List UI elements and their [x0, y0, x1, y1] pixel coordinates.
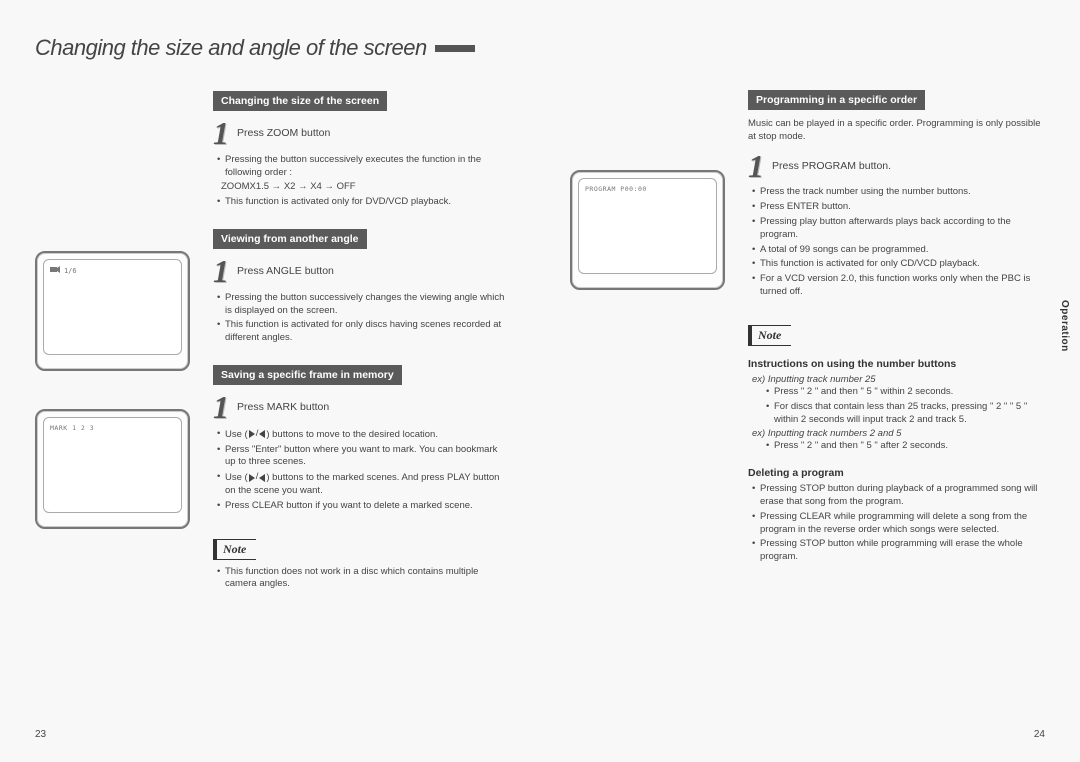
bullet-list: Use (/) buttons to move to the desired l…: [213, 428, 510, 513]
section-programming: Programming in a specific order Music ca…: [748, 90, 1045, 299]
list-item: For a VCD version 2.0, this function wor…: [752, 273, 1045, 299]
list-item: Pressing the button successively execute…: [217, 154, 510, 180]
section-viewing-angle: Viewing from another angle 1 Press ANGLE…: [213, 229, 510, 345]
list-item: Pressing CLEAR while programming will de…: [752, 511, 1045, 537]
left-columns: 1/6 MARK 1 2 3 Changing the size of the …: [35, 91, 510, 605]
text-part: Use (: [225, 429, 248, 440]
list-item: Pressing STOP button during playback of …: [752, 483, 1045, 509]
right-columns: PROGRAM P00:00 Programming in a specific…: [570, 90, 1045, 584]
list-item: This function is activated for only CD/V…: [752, 258, 1045, 271]
heading-deleting: Deleting a program: [748, 467, 1045, 479]
list-item: Pressing play button afterwards plays ba…: [752, 216, 1045, 242]
step-row: 1 Press PROGRAM button.: [748, 152, 1045, 181]
illustration-column: 1/6 MARK 1 2 3: [35, 91, 195, 605]
main-title-text: Changing the size and angle of the scree…: [35, 35, 427, 61]
tv-mark-label: MARK 1 2 3: [50, 424, 94, 432]
list-item: A total of 99 songs can be programmed.: [752, 244, 1045, 257]
text-part: ) buttons to the marked scenes. And pres…: [225, 472, 499, 496]
title-bar-decoration: [435, 45, 475, 52]
section-saving-frame: Saving a specific frame in memory 1 Pres…: [213, 365, 510, 513]
list-item: Use (/) buttons to move to the desired l…: [217, 428, 510, 442]
note-box: Note: [213, 539, 256, 560]
list-item: Press " 2 " and then " 5 " after 2 secon…: [766, 440, 1045, 453]
zoom-sequence: ZOOMX1.5 → X2 → X4 → OFF: [213, 181, 510, 194]
step-number-1: 1: [748, 152, 764, 181]
bullet-list: This function does not work in a disc wh…: [213, 566, 510, 592]
note-section: Note This function does not work in a di…: [213, 533, 510, 592]
heading-changing-size: Changing the size of the screen: [213, 91, 387, 111]
tv-inner: MARK 1 2 3: [43, 417, 182, 513]
bullet-list: Pressing the button successively changes…: [213, 292, 510, 345]
step-number-1: 1: [213, 119, 229, 148]
step-text: Press PROGRAM button.: [772, 152, 891, 172]
section-deleting-program: Deleting a program Pressing STOP button …: [748, 467, 1045, 564]
note-label: Note: [217, 539, 256, 560]
list-item: For discs that contain less than 25 trac…: [766, 401, 1045, 427]
note-subheading: Instructions on using the number buttons: [748, 358, 1045, 370]
tv-program-label: PROGRAM P00:00: [585, 185, 647, 193]
step-row: 1 Press MARK button: [213, 393, 510, 422]
list-item: Press " 2 " and then " 5 " within 2 seco…: [766, 386, 1045, 399]
bullet-list: Press " 2 " and then " 5 " within 2 seco…: [748, 386, 1045, 426]
step-text: Press ANGLE button: [237, 257, 334, 277]
camera-icon: 1/6: [50, 266, 77, 275]
bullet-list: Pressing the button successively execute…: [213, 154, 510, 180]
note-box: Note: [748, 325, 791, 346]
text-column: Programming in a specific order Music ca…: [748, 90, 1045, 584]
list-item: This function is activated for only disc…: [217, 319, 510, 345]
step-number-1: 1: [213, 257, 229, 286]
list-item: This function does not work in a disc wh…: [217, 566, 510, 592]
list-item: Press the track number using the number …: [752, 186, 1045, 199]
list-item: Press CLEAR button if you want to delete…: [217, 500, 510, 513]
list-item: Use (/) buttons to the marked scenes. An…: [217, 471, 510, 498]
bullet-list: This function is activated only for DVD/…: [213, 196, 510, 209]
heading-saving-frame: Saving a specific frame in memory: [213, 365, 402, 385]
tv-angle-label: 1/6: [64, 267, 77, 275]
bullet-list: Press " 2 " and then " 5 " after 2 secon…: [748, 440, 1045, 453]
step-text: Press ZOOM button: [237, 119, 330, 139]
step-number-1: 1: [213, 393, 229, 422]
text-column: Changing the size of the screen 1 Press …: [213, 91, 510, 605]
tv-inner: 1/6: [43, 259, 182, 355]
list-item: Press ENTER button.: [752, 201, 1045, 214]
main-title: Changing the size and angle of the scree…: [35, 35, 510, 61]
list-item: Pressing the button successively changes…: [217, 292, 510, 318]
step-text: Press MARK button: [237, 393, 329, 413]
illustration-column: PROGRAM P00:00: [570, 90, 730, 584]
tv-inner: PROGRAM P00:00: [578, 178, 717, 274]
left-page: Changing the size and angle of the scree…: [0, 0, 540, 762]
heading-viewing-angle: Viewing from another angle: [213, 229, 367, 249]
text-part: ) buttons to move to the desired locatio…: [266, 429, 438, 440]
list-item: This function is activated only for DVD/…: [217, 196, 510, 209]
intro-text: Music can be played in a specific order.…: [748, 118, 1045, 144]
page-spread: Changing the size and angle of the scree…: [0, 0, 1080, 762]
right-page: PROGRAM P00:00 Programming in a specific…: [540, 0, 1080, 762]
example-label: ex) Inputting track number 25: [748, 374, 1045, 385]
side-tab-operation: Operation: [1059, 300, 1070, 352]
list-item: Pressing STOP button while programming w…: [752, 538, 1045, 564]
text-part: Use (: [225, 472, 248, 483]
note-label: Note: [752, 325, 791, 346]
bullet-list: Press the track number using the number …: [748, 186, 1045, 299]
bullet-list: Pressing STOP button during playback of …: [748, 483, 1045, 564]
section-changing-size: Changing the size of the screen 1 Press …: [213, 91, 510, 209]
list-item: Perss "Enter" button where you want to m…: [217, 444, 510, 470]
nav-arrows-icon: /: [249, 428, 266, 441]
heading-programming: Programming in a specific order: [748, 90, 925, 110]
step-row: 1 Press ANGLE button: [213, 257, 510, 286]
step-row: 1 Press ZOOM button: [213, 119, 510, 148]
page-number-left: 23: [35, 729, 46, 740]
tv-program-illustration: PROGRAM P00:00: [570, 170, 725, 290]
example-label: ex) Inputting track numbers 2 and 5: [748, 428, 1045, 439]
tv-mark-illustration: MARK 1 2 3: [35, 409, 190, 529]
note-section: Note Instructions on using the number bu…: [748, 319, 1045, 453]
nav-arrows-icon: /: [249, 471, 266, 484]
page-number-right: 24: [1034, 729, 1045, 740]
tv-angle-illustration: 1/6: [35, 251, 190, 371]
